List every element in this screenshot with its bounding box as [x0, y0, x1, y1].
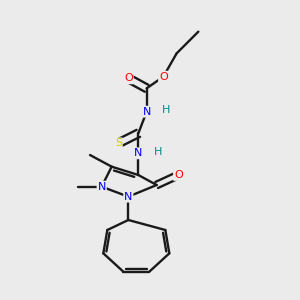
- Text: O: O: [174, 170, 183, 180]
- Text: S: S: [115, 138, 122, 148]
- Text: O: O: [124, 73, 133, 83]
- Text: N: N: [134, 148, 142, 158]
- Text: O: O: [159, 72, 168, 82]
- Text: H: H: [154, 147, 162, 157]
- Text: N: N: [124, 192, 133, 202]
- Text: N: N: [142, 107, 151, 117]
- Text: H: H: [162, 105, 171, 115]
- Text: N: N: [98, 182, 106, 192]
